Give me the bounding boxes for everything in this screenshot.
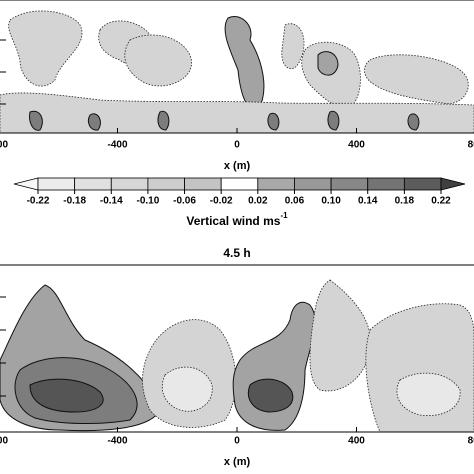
colorbar-end (13, 177, 39, 191)
contour (309, 279, 372, 392)
contour (224, 16, 265, 111)
colorbar-segment (37, 177, 76, 191)
colorbar-label: Vertical wind ms-1 (186, 211, 288, 228)
contour (8, 10, 83, 87)
colorbar-tick-label: 0.18 (395, 196, 415, 207)
colorbar-tick-label: -0.02 (210, 196, 233, 207)
contour (247, 378, 294, 413)
y-ticks (0, 39, 6, 397)
x-tick-label: -800 (0, 140, 8, 151)
colorbar-segment (220, 177, 259, 191)
colorbar-end (440, 177, 466, 191)
x-tick-label: 800 (468, 140, 474, 151)
colorbar-tick-label: 0.10 (321, 196, 341, 207)
colorbar-label-text: Vertical wind ms (186, 214, 280, 228)
colorbar-segment (257, 177, 295, 191)
colorbar-tick-label: 0.06 (285, 196, 305, 207)
x-tick-label: 400 (348, 436, 365, 447)
colorbar-tick-label: -0.18 (63, 196, 86, 207)
colorbar-tick-label: -0.06 (173, 196, 196, 207)
x-axis-label: x (m) (224, 456, 251, 468)
panel-bottom-contours (0, 279, 474, 433)
x-tick-label: 0 (234, 436, 240, 447)
contour (317, 51, 339, 76)
colorbar-segment (110, 177, 149, 191)
colorbar-tick-label: 0.02 (248, 196, 268, 207)
colorbar-segment (367, 177, 405, 191)
contour (396, 372, 461, 417)
x-axis-label: x (m) (224, 160, 251, 172)
colorbar-tick-label: -0.14 (100, 196, 123, 207)
contour (161, 366, 213, 412)
contour (124, 34, 192, 87)
colorbar-label-superscript: -1 (280, 211, 288, 220)
x-tick-label: 800 (468, 436, 474, 447)
contour (364, 54, 469, 105)
x-tick-label: 0 (234, 140, 240, 151)
x-tick-label: -400 (107, 436, 127, 447)
contour (0, 92, 474, 134)
colorbar-segment (294, 177, 332, 191)
colorbar-segment (184, 177, 222, 191)
x-tick-label: -400 (107, 140, 127, 151)
colorbar-segment (403, 177, 442, 191)
colorbar-segment (74, 177, 112, 191)
contour (281, 23, 305, 70)
panel-title: 4.5 h (223, 246, 250, 260)
colorbar-segment (330, 177, 369, 191)
x-tick-label: 400 (348, 140, 365, 151)
colorbar-tick-label: -0.10 (137, 196, 160, 207)
contour (29, 378, 104, 413)
colorbar-tick-label: 0.14 (358, 196, 378, 207)
contour (29, 110, 420, 131)
colorbar-tick-label: 0.22 (431, 196, 451, 207)
colorbar-tick-label: -0.22 (27, 196, 50, 207)
colorbar-segment (147, 177, 185, 191)
x-tick-label: -800 (0, 436, 8, 447)
panel-top-contours (0, 10, 474, 134)
